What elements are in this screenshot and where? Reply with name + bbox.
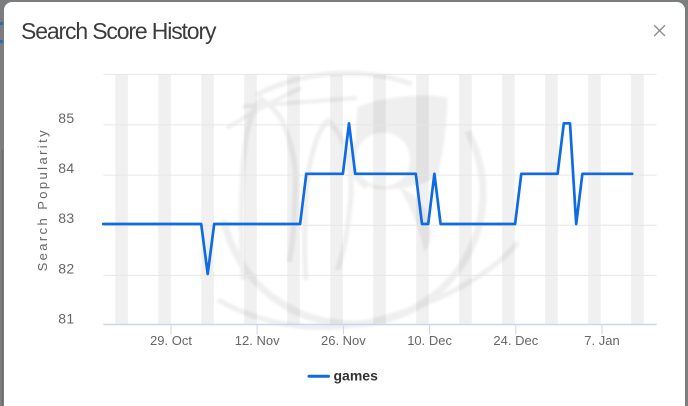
svg-text:Search Popularity: Search Popularity <box>35 128 50 271</box>
svg-text:29. Oct: 29. Oct <box>150 333 192 348</box>
svg-text:81: 81 <box>58 311 74 327</box>
svg-text:12. Nov: 12. Nov <box>235 333 280 348</box>
svg-text:24. Dec: 24. Dec <box>493 333 538 348</box>
svg-text:26. Nov: 26. Nov <box>321 333 366 348</box>
svg-text:85: 85 <box>58 110 74 126</box>
svg-text:10. Dec: 10. Dec <box>407 333 452 348</box>
svg-text:82: 82 <box>58 260 74 276</box>
svg-text:84: 84 <box>58 160 74 176</box>
svg-text:83: 83 <box>58 210 74 226</box>
svg-text:7. Jan: 7. Jan <box>584 333 619 348</box>
svg-text:games: games <box>334 367 379 383</box>
